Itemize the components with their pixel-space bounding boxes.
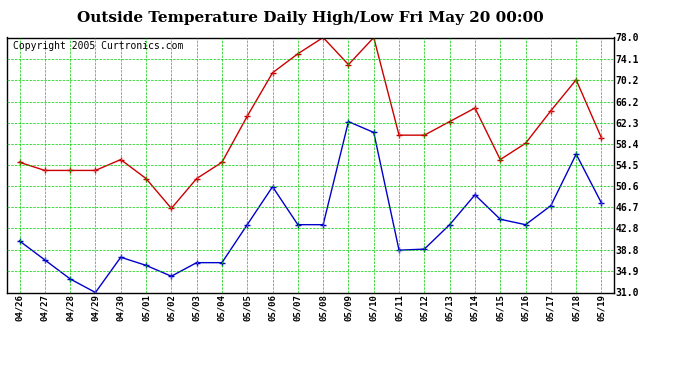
Text: Outside Temperature Daily High/Low Fri May 20 00:00: Outside Temperature Daily High/Low Fri M… [77, 11, 544, 25]
Text: Copyright 2005 Curtronics.com: Copyright 2005 Curtronics.com [13, 41, 184, 51]
